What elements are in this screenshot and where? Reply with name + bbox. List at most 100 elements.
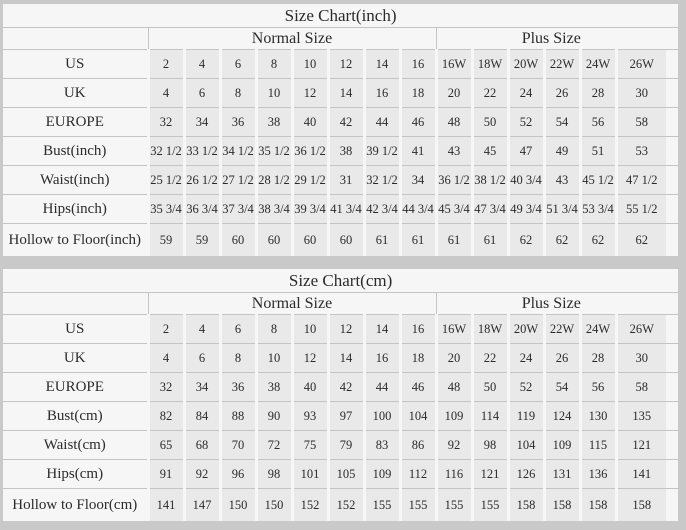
table-row: US 2 4 6 8 10 12 14 16 16W 18W 20W 22W 24W 26W xyxy=(3,314,679,344)
size-cell: 91 xyxy=(146,459,184,489)
size-cell: 22W xyxy=(542,49,580,79)
size-cell: 33 1/2 xyxy=(182,136,220,166)
size-cell: 4 xyxy=(146,78,184,108)
row-label: Hollow to Floor(cm) xyxy=(3,488,148,521)
column-group-header: Normal Size xyxy=(147,292,436,315)
size-cell: 8 xyxy=(254,314,292,344)
column-group-header-row: Normal Size Plus Size xyxy=(3,292,679,315)
size-cell: 121 xyxy=(470,459,508,489)
size-cell: 116 xyxy=(434,459,472,489)
size-cell: 58 xyxy=(614,107,666,137)
size-cell: 51 3/4 xyxy=(542,194,580,224)
size-cell: 56 xyxy=(578,107,616,137)
size-cell: 34 1/2 xyxy=(218,136,256,166)
size-cell: 45 xyxy=(470,136,508,166)
size-cell: 10 xyxy=(290,314,328,344)
size-cell: 36 xyxy=(218,372,256,402)
size-cell: 34 xyxy=(398,165,436,195)
size-cell: 45 3/4 xyxy=(434,194,472,224)
size-cell: 20 xyxy=(434,78,472,108)
size-cell: 24W xyxy=(578,314,616,344)
size-cell: 84 xyxy=(182,401,220,431)
size-cell: 31 xyxy=(326,165,364,195)
size-cell: 60 xyxy=(326,223,364,256)
size-cell: 14 xyxy=(362,314,400,344)
size-cell: 119 xyxy=(506,401,544,431)
table-row: UK 4 6 8 10 12 14 16 18 20 22 24 26 28 30 xyxy=(3,78,679,108)
filler-cell xyxy=(666,194,679,224)
size-cell: 121 xyxy=(614,430,666,460)
size-cell: 135 xyxy=(614,401,666,431)
column-group-header: Plus Size xyxy=(435,27,666,50)
size-cell: 58 xyxy=(614,372,666,402)
size-cell: 124 xyxy=(542,401,580,431)
size-cell: 52 xyxy=(506,372,544,402)
filler-cell xyxy=(666,78,679,108)
size-cell: 41 3/4 xyxy=(326,194,364,224)
size-cell: 97 xyxy=(326,401,364,431)
size-cell: 53 xyxy=(614,136,666,166)
size-cell: 47 xyxy=(506,136,544,166)
filler-cell xyxy=(666,223,679,256)
size-cell: 155 xyxy=(362,488,400,521)
size-cell: 38 xyxy=(254,372,292,402)
size-cell: 61 xyxy=(470,223,508,256)
size-cell: 6 xyxy=(182,78,220,108)
size-cell: 8 xyxy=(218,78,256,108)
size-cell: 26 1/2 xyxy=(182,165,220,195)
size-cell: 22 xyxy=(470,343,508,373)
size-cell: 54 xyxy=(542,372,580,402)
size-cell: 49 xyxy=(542,136,580,166)
table-row: UK 4 6 8 10 12 14 16 18 20 22 24 26 28 30 xyxy=(3,343,679,373)
filler-cell xyxy=(666,27,679,50)
size-cell: 16 xyxy=(362,343,400,373)
size-cell: 50 xyxy=(470,372,508,402)
size-cell: 43 xyxy=(542,165,580,195)
size-cell: 29 1/2 xyxy=(290,165,328,195)
size-cell: 10 xyxy=(254,343,292,373)
size-cell: 6 xyxy=(218,49,256,79)
size-cell: 105 xyxy=(326,459,364,489)
size-cell: 4 xyxy=(182,314,220,344)
size-chart-table-cm: Size Chart(cm) Normal Size Plus Size US 2 4 6 8… xyxy=(3,269,679,521)
size-cell: 46 xyxy=(398,372,436,402)
size-cell: 62 xyxy=(506,223,544,256)
size-cell: 158 xyxy=(578,488,616,521)
size-cell: 90 xyxy=(254,401,292,431)
size-cell: 92 xyxy=(182,459,220,489)
size-cell: 60 xyxy=(254,223,292,256)
row-label: Waist(inch) xyxy=(3,165,148,195)
size-cell: 22 xyxy=(470,78,508,108)
size-cell: 56 xyxy=(578,372,616,402)
size-cell: 2 xyxy=(146,314,184,344)
filler-cell xyxy=(666,343,679,373)
size-cell: 27 1/2 xyxy=(218,165,256,195)
size-cell: 61 xyxy=(398,223,436,256)
row-label: EUROPE xyxy=(3,107,148,137)
size-cell: 88 xyxy=(218,401,256,431)
size-cell: 25 1/2 xyxy=(146,165,184,195)
size-cell: 65 xyxy=(146,430,184,460)
size-cell: 10 xyxy=(290,49,328,79)
size-cell: 35 1/2 xyxy=(254,136,292,166)
row-label: US xyxy=(3,314,148,344)
size-cell: 42 xyxy=(326,372,364,402)
size-cell: 30 xyxy=(614,78,666,108)
table-row: Hips(inch) 35 3/4 36 3/4 37 3/4 38 3/4 39 3/4… xyxy=(3,194,679,224)
size-cell: 39 1/2 xyxy=(362,136,400,166)
size-chart-table-inch: Size Chart(inch) Normal Size Plus Size US 2 4… xyxy=(3,4,679,256)
size-cell: 32 1/2 xyxy=(146,136,184,166)
size-cell: 70 xyxy=(218,430,256,460)
size-cell: 16W xyxy=(434,49,472,79)
filler-cell xyxy=(666,136,679,166)
size-cell: 101 xyxy=(290,459,328,489)
size-cell: 131 xyxy=(542,459,580,489)
size-cell: 141 xyxy=(146,488,184,521)
size-cell: 47 1/2 xyxy=(614,165,666,195)
size-cell: 150 xyxy=(218,488,256,521)
size-cell: 40 3/4 xyxy=(506,165,544,195)
row-label: UK xyxy=(3,343,148,373)
size-cell: 37 3/4 xyxy=(218,194,256,224)
size-cell: 2 xyxy=(146,49,184,79)
row-label: US xyxy=(3,49,148,79)
